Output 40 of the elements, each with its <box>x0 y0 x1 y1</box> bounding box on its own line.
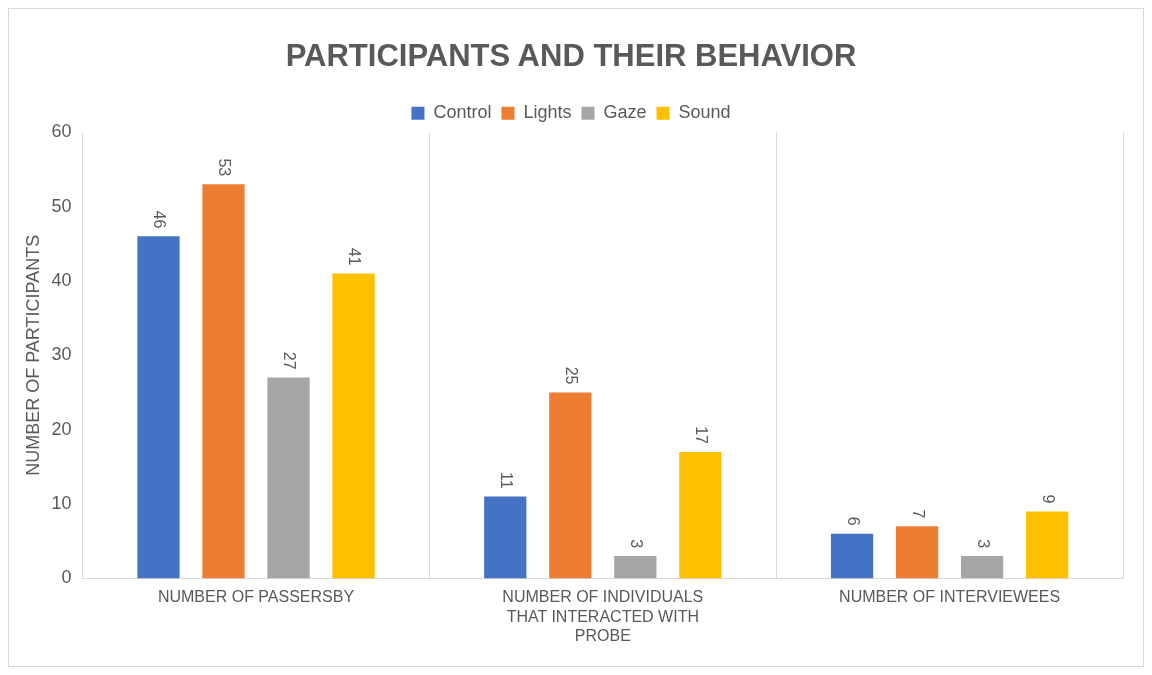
bar <box>332 273 375 579</box>
data-label: 17 <box>692 426 710 445</box>
bar <box>895 526 939 579</box>
x-tick-label: NUMBER OF INTERVIEWEES <box>839 588 1061 606</box>
y-tick-label: 40 <box>51 269 72 290</box>
bar <box>484 496 527 579</box>
bar <box>830 533 874 579</box>
bar <box>960 556 1004 579</box>
data-label: 27 <box>281 351 299 370</box>
y-tick-label: 10 <box>51 493 72 513</box>
y-tick-label: 50 <box>51 195 72 216</box>
chart-title: PARTICIPANTS AND THEIR BEHAVIOR <box>285 38 857 74</box>
data-label: 25 <box>562 366 580 385</box>
bar <box>549 392 592 579</box>
x-tick-label: NUMBER OF PASSERSBY <box>157 588 355 606</box>
data-label: 53 <box>216 158 234 177</box>
y-tick-label: 60 <box>51 121 72 142</box>
data-label: 41 <box>346 247 364 266</box>
bar <box>202 184 245 579</box>
data-label: 11 <box>497 471 515 489</box>
bar <box>1026 511 1069 579</box>
bar <box>137 236 180 579</box>
data-label: 7 <box>909 509 927 519</box>
data-label: 46 <box>151 210 169 229</box>
legend-label: Lights <box>523 102 572 123</box>
data-label: 9 <box>1039 494 1057 504</box>
y-tick-label: 20 <box>51 418 72 439</box>
legend-label: Gaze <box>603 102 647 123</box>
legend-label: Control <box>433 102 492 123</box>
bar <box>679 451 722 579</box>
data-label: 6 <box>844 516 862 526</box>
data-label: 3 <box>974 539 992 549</box>
bar <box>614 556 657 579</box>
y-tick-label: 30 <box>51 344 72 365</box>
data-label: 3 <box>627 539 645 549</box>
bar <box>267 377 310 579</box>
y-axis-title: NUMBER OF PARTICIPANTS <box>22 234 43 476</box>
legend-label: Sound <box>678 102 731 123</box>
x-tick-label: NUMBER OF INDIVIDUALS THAT INTERACTED WITH PROBE <box>502 588 704 644</box>
y-tick-label: 0 <box>61 567 72 588</box>
